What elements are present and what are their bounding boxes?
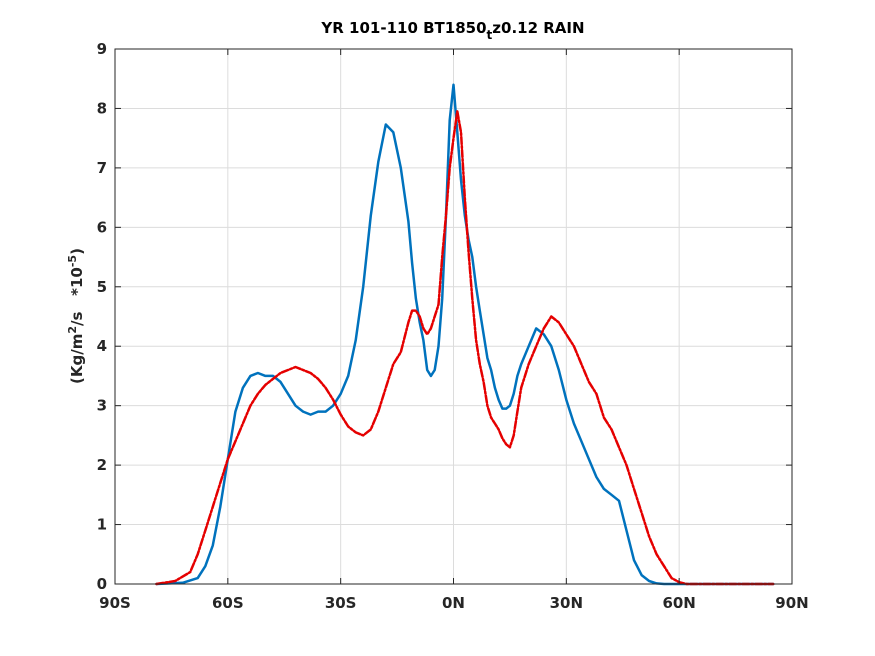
- x-tick-label: 60S: [212, 594, 244, 612]
- x-tick-label: 60N: [662, 594, 695, 612]
- ylabel-sup1: 2: [66, 326, 79, 334]
- ylabel-prefix: (Kg/m: [68, 334, 86, 384]
- x-tick-label: 90S: [99, 594, 131, 612]
- y-tick-label: 6: [97, 218, 107, 236]
- x-tick-label: 0N: [442, 594, 465, 612]
- chart-title-tail: z0.12 RAIN: [492, 19, 584, 37]
- ylabel-suffix: ): [68, 248, 86, 255]
- y-tick-label: 7: [97, 159, 107, 177]
- series-line-2: [155, 110, 775, 586]
- y-tick-label: 5: [97, 278, 107, 296]
- y-tick-label: 2: [97, 456, 107, 474]
- series-layer: [155, 83, 775, 586]
- x-tick-label: 30S: [325, 594, 357, 612]
- axis-ticks: 90S 60S 30S 0N 30N 60N 90N 0 1 2 3 4 5 6 7 8 9: [97, 40, 809, 612]
- y-tick-label: 1: [97, 516, 107, 534]
- chart-title-subscript: t: [487, 28, 493, 42]
- y-tick-label: 4: [97, 337, 107, 355]
- x-tick-label: 30N: [550, 594, 583, 612]
- y-tick-label: 8: [97, 99, 107, 117]
- chart-title-main: YR 101-110 BT1850: [320, 19, 486, 37]
- ylabel-mid: /s *10: [68, 267, 86, 326]
- chart-title: YR 101-110 BT1850tz0.12 RAIN: [320, 19, 584, 42]
- y-axis-label: (Kg/m2/s *10-5): [66, 248, 86, 384]
- y-tick-label: 0: [97, 575, 107, 593]
- y-tick-label: 3: [97, 397, 107, 415]
- ylabel-sup2: -5: [66, 255, 79, 267]
- x-tick-label: 90N: [775, 594, 808, 612]
- series-line-1: [155, 83, 775, 586]
- y-tick-label: 9: [97, 40, 107, 58]
